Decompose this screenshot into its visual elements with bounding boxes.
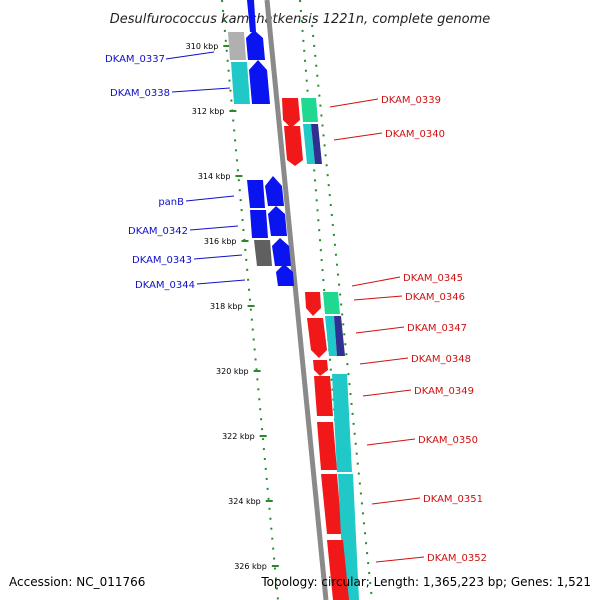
leader-line — [329, 98, 379, 108]
label-dkam-0339[interactable]: DKAM_0339 — [381, 95, 441, 106]
leader-line — [366, 438, 416, 446]
tick-label: 310 kbp — [186, 42, 219, 51]
leader-line — [165, 51, 215, 60]
gene-block-green-0346[interactable] — [323, 292, 340, 314]
leader-line — [171, 87, 231, 93]
leader-line — [362, 389, 412, 397]
label-dkam-0338[interactable]: DKAM_0338 — [110, 88, 170, 99]
gene-arrow-dkam-0349[interactable] — [314, 376, 333, 416]
gene-arrow-dkam-0337[interactable] — [246, 30, 265, 60]
gene-block-cyan-0349[interactable] — [332, 374, 352, 472]
gene-block-cyan-0338[interactable] — [231, 62, 250, 104]
label-dkam-0342[interactable]: DKAM_0342 — [128, 226, 188, 237]
label-dkam-0345[interactable]: DKAM_0345 — [403, 273, 463, 284]
tick-label: 318 kbp — [210, 302, 243, 311]
accession-label: Accession: NC_011766 — [9, 575, 145, 589]
gene-arrow-dkam-0352[interactable] — [327, 540, 349, 600]
gene-arrow-dkam-0344[interactable] — [276, 264, 294, 286]
gene-arrow-dkam-0351[interactable] — [321, 474, 342, 534]
leader-line — [355, 326, 405, 334]
reverse-labels: DKAM_0339 DKAM_0340 DKAM_0345 DKAM_0346 … — [329, 95, 487, 564]
tick-label: 326 kbp — [234, 562, 267, 571]
leader-line — [196, 279, 246, 285]
leader-line — [189, 225, 239, 231]
label-dkam-0344[interactable]: DKAM_0344 — [135, 280, 195, 291]
label-dkam-0350[interactable]: DKAM_0350 — [418, 435, 478, 446]
label-dkam-0340[interactable]: DKAM_0340 — [385, 129, 445, 140]
label-dkam-0352[interactable]: DKAM_0352 — [427, 553, 487, 564]
gene-block-navy-0347[interactable] — [334, 316, 345, 356]
gene-arrow-dkam-0342[interactable] — [250, 210, 268, 238]
gene-arrow-dkam-0348[interactable] — [313, 360, 328, 376]
leader-line — [353, 295, 403, 301]
gene-arrow-dkam-0339[interactable] — [282, 98, 300, 128]
label-panb[interactable]: panB — [158, 197, 184, 208]
label-dkam-0351[interactable]: DKAM_0351 — [423, 494, 483, 505]
gene-arrow-dkam-0337[interactable] — [247, 0, 256, 32]
leader-line — [333, 132, 383, 141]
gene-arrow-dkam-0343[interactable] — [272, 238, 291, 266]
tick-label: 314 kbp — [198, 172, 231, 181]
forward-genes — [228, 0, 294, 286]
leader-line — [193, 254, 243, 260]
tick-marks: 310 kbp 312 kbp 314 kbp 316 kbp 318 kbp 320 k… — [186, 42, 279, 571]
gene-arrow-panb-2[interactable] — [265, 176, 284, 206]
leader-line — [359, 357, 409, 365]
genome-backbone — [264, 0, 329, 600]
leader-line — [375, 556, 425, 563]
leader-line — [185, 195, 235, 202]
gene-arrow-dkam-0340[interactable] — [284, 126, 303, 166]
reverse-ring-outer — [311, 24, 373, 600]
gene-arrow-dkam-0342-2[interactable] — [268, 206, 287, 236]
tick-label: 322 kbp — [222, 432, 255, 441]
tick-label: 324 kbp — [228, 497, 261, 506]
reverse-genes — [282, 98, 359, 600]
tick-label: 320 kbp — [216, 367, 249, 376]
label-dkam-0348[interactable]: DKAM_0348 — [411, 354, 471, 365]
gene-block-gray-0343[interactable] — [254, 240, 272, 266]
label-dkam-0347[interactable]: DKAM_0347 — [407, 323, 467, 334]
gene-arrow-dkam-0345[interactable] — [305, 292, 321, 316]
forward-ring-outer — [221, 0, 279, 600]
gene-arrow-panb[interactable] — [247, 180, 265, 208]
tick-label: 312 kbp — [192, 107, 225, 116]
label-dkam-0337[interactable]: DKAM_0337 — [105, 54, 165, 65]
leader-line — [371, 497, 421, 505]
map-title: Desulfurococcus kamchatkensis 1221n, com… — [110, 12, 491, 27]
gene-block-green-0339[interactable] — [301, 98, 318, 122]
gene-arrow-dkam-0350[interactable] — [317, 422, 337, 470]
leader-line — [351, 276, 401, 287]
gene-block-cyan-0347[interactable] — [325, 316, 337, 356]
label-dkam-0343[interactable]: DKAM_0343 — [132, 255, 192, 266]
gene-arrow-dkam-0347[interactable] — [307, 318, 327, 358]
forward-labels: DKAM_0337 DKAM_0338 panB DKAM_0342 DKAM_… — [105, 51, 246, 291]
gene-block-navy-0340[interactable] — [311, 124, 322, 164]
gene-arrow-dkam-0338[interactable] — [249, 60, 270, 104]
genome-summary: Topology: circular; Length: 1,365,223 bp… — [260, 575, 591, 589]
label-dkam-0346[interactable]: DKAM_0346 — [405, 292, 465, 303]
label-dkam-0349[interactable]: DKAM_0349 — [414, 386, 474, 397]
gene-block-gray — [228, 32, 246, 60]
tick-label: 316 kbp — [204, 237, 237, 246]
